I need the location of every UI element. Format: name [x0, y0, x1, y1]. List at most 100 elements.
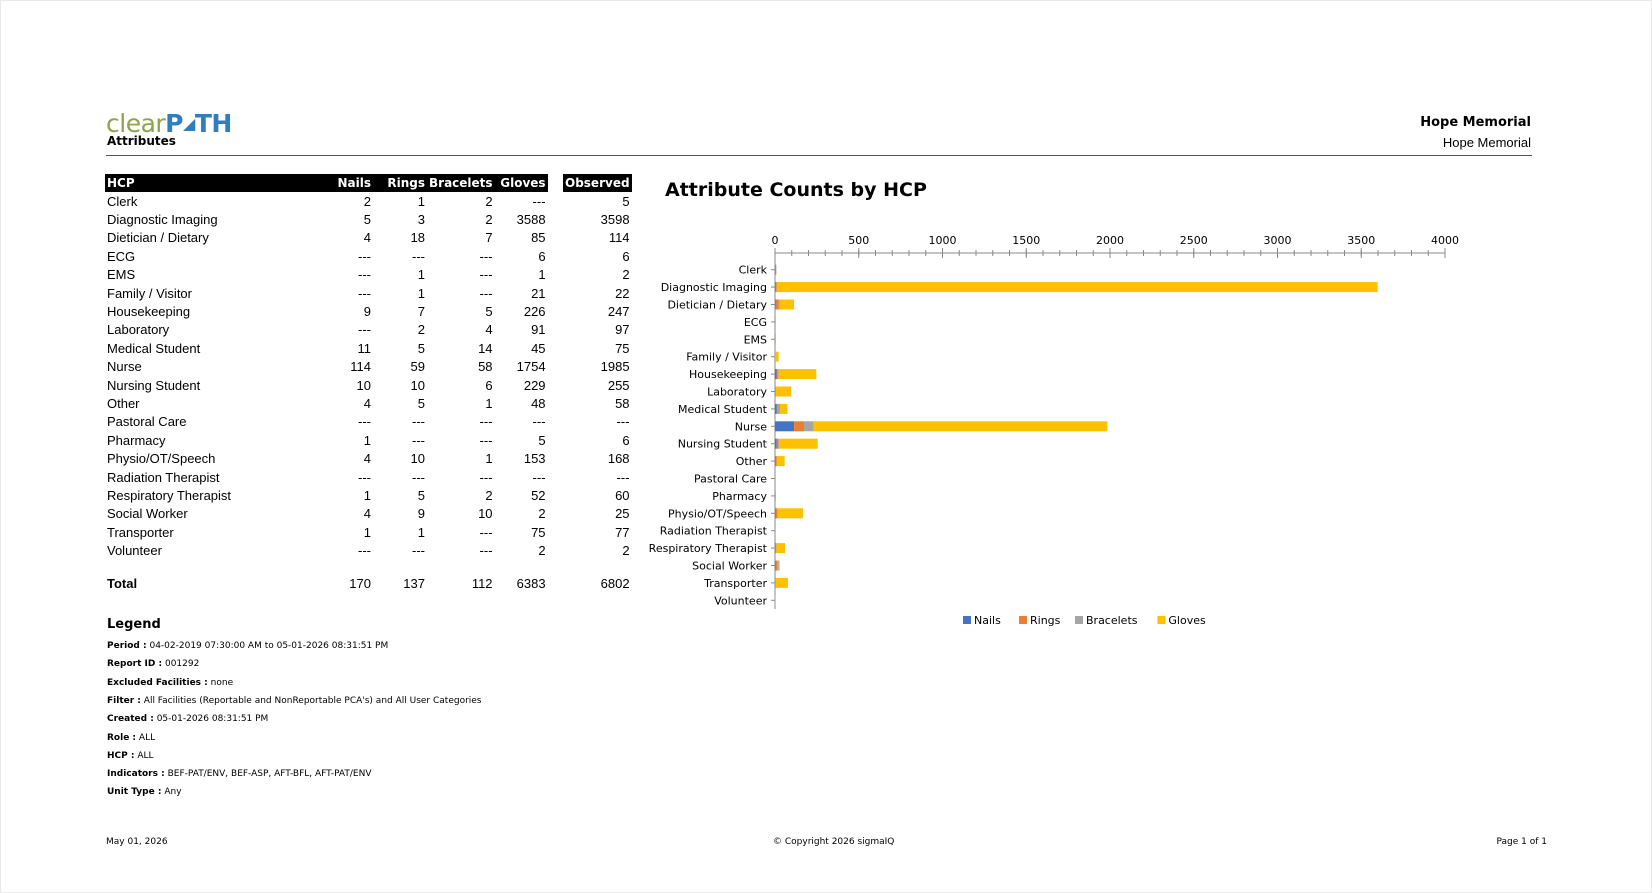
- observed-row: 2: [563, 541, 632, 559]
- y-category-label: Transporter: [703, 577, 767, 590]
- bar-nails: [775, 438, 777, 449]
- table-row: Pastoral Care --- --- --- ---: [105, 413, 548, 431]
- bar-nails: [775, 421, 795, 432]
- cell-gloves: ---: [532, 193, 546, 209]
- cell-rings: 2: [417, 322, 425, 338]
- cell-bracelets: 5: [485, 304, 493, 320]
- bar-rings: [776, 438, 779, 449]
- col-header-nails: Nails: [319, 174, 373, 192]
- bar-nails: [775, 508, 776, 519]
- cell-bracelets: ---: [479, 414, 493, 430]
- total-rings: 137: [403, 575, 425, 591]
- cell-bracelets: ---: [479, 432, 493, 448]
- y-category-label: Housekeeping: [689, 368, 767, 381]
- cell-gloves: ---: [532, 469, 546, 485]
- cell-hcp: Pharmacy: [107, 432, 166, 448]
- cell-observed: 58: [615, 395, 630, 411]
- cell-gloves: 3588: [516, 212, 546, 228]
- table-row: Respiratory Therapist 1 5 2 52: [105, 486, 548, 504]
- bar-gloves: [780, 403, 788, 414]
- cell-bracelets: ---: [479, 543, 493, 559]
- bar-bracelets: [775, 264, 777, 275]
- observed-table: Observed 5 3598 114 6 2 22 247 97 75 1985 255 58 ---…: [563, 174, 632, 592]
- cell-nails: ---: [358, 267, 371, 283]
- bar-nails: [775, 369, 777, 380]
- cell-hcp: Respiratory Therapist: [107, 487, 232, 503]
- cell-observed: 6: [622, 432, 630, 448]
- cell-observed: 247: [607, 304, 630, 320]
- bar-nails: [775, 403, 777, 414]
- cell-gloves: 6: [538, 248, 546, 264]
- table-row: Social Worker 4 9 10 2: [105, 505, 548, 523]
- cell-observed: 75: [615, 340, 630, 356]
- bar-bracelets: [777, 369, 779, 380]
- bar-gloves: [776, 386, 792, 397]
- cell-observed: ---: [616, 414, 630, 430]
- cell-bracelets: 2: [485, 193, 493, 209]
- cell-hcp: Nursing Student: [107, 377, 201, 393]
- legend-swatch-gloves: [1157, 616, 1166, 624]
- cell-rings: ---: [412, 543, 425, 559]
- observed-row: 22: [563, 284, 632, 302]
- legend-line-value: none: [210, 677, 234, 688]
- cell-gloves: 45: [531, 340, 546, 356]
- cell-bracelets: ---: [479, 285, 493, 301]
- cell-gloves: 2: [538, 506, 546, 522]
- attribute-counts-chart: 0 500 1000 1500 2000 2500 3000 3500 4000 Clerk Dia…: [649, 234, 1459, 627]
- table-row: Medical Student 11 5 14 45: [105, 339, 548, 357]
- cell-nails: 2: [363, 193, 371, 209]
- cell-nails: ---: [358, 543, 371, 559]
- observed-row: 58: [563, 394, 632, 412]
- x-tick-label: 2000: [1096, 234, 1124, 247]
- cell-rings: 1: [417, 285, 425, 301]
- bar-rings: [775, 282, 777, 293]
- observed-row: 255: [563, 376, 632, 394]
- legend-line-value: Any: [164, 787, 182, 798]
- x-tick-label: 3500: [1347, 234, 1375, 247]
- cell-hcp: Dietician / Dietary: [107, 230, 209, 246]
- y-category-label: Social Worker: [692, 560, 767, 573]
- legend-label-rings: Rings: [1030, 614, 1061, 627]
- cell-observed: 2: [622, 543, 630, 559]
- cell-gloves: 21: [531, 285, 546, 301]
- bar-gloves: [775, 577, 788, 588]
- cell-nails: ---: [358, 248, 371, 264]
- bar-gloves: [779, 299, 795, 310]
- total-gloves: 6383: [516, 575, 546, 591]
- cell-rings: 5: [417, 487, 425, 503]
- legend-line: Unit Type : Any: [107, 787, 182, 797]
- bar-rings: [775, 456, 777, 467]
- cell-bracelets: 1: [485, 451, 493, 467]
- cell-nails: 9: [363, 304, 371, 320]
- cell-hcp: Other: [107, 395, 140, 411]
- bar-gloves: [778, 560, 780, 571]
- total-bracelets: 112: [471, 575, 493, 591]
- legend-line: Excluded Facilities : none: [107, 678, 233, 688]
- cell-observed: ---: [616, 469, 630, 485]
- y-category-label: Clerk: [739, 264, 768, 277]
- cell-nails: 1: [363, 432, 371, 448]
- cell-rings: 18: [410, 230, 425, 246]
- legend-line-value: ALL: [137, 750, 154, 761]
- table-row: Diagnostic Imaging 5 3 2 3588: [105, 210, 548, 228]
- legend-label-nails: Nails: [974, 614, 1001, 627]
- table-row: Transporter 1 1 --- 75: [105, 523, 548, 541]
- cell-bracelets: 58: [478, 359, 493, 375]
- bar-bracelets: [803, 421, 814, 432]
- observed-row: 6: [563, 247, 632, 265]
- cell-gloves: 226: [523, 304, 546, 320]
- cell-observed: 3598: [600, 212, 630, 228]
- cell-hcp: ECG: [107, 248, 136, 264]
- legend-line-label: HCP :: [107, 750, 135, 761]
- cell-observed: 6: [622, 248, 630, 264]
- observed-row: 77: [563, 523, 632, 541]
- bar-gloves: [775, 351, 779, 362]
- cell-rings: 7: [417, 304, 425, 320]
- observed-row: 97: [563, 321, 632, 339]
- cell-gloves: 2: [538, 543, 546, 559]
- x-tick-label: 0: [772, 234, 779, 247]
- cell-hcp: EMS: [107, 267, 136, 283]
- observed-row: 75: [563, 339, 632, 357]
- legend-line-label: Created :: [107, 714, 154, 725]
- cell-nails: 11: [357, 340, 372, 356]
